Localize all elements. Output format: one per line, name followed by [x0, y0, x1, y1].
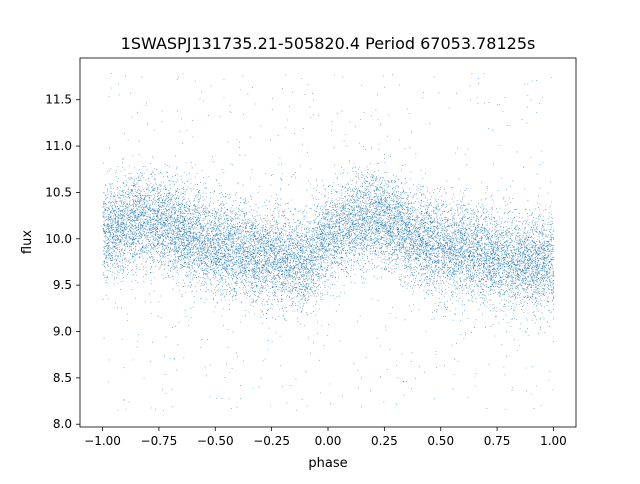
x-tick-label: 0.75	[484, 434, 511, 448]
chart-title: 1SWASPJ131735.21-505820.4 Period 67053.7…	[121, 34, 536, 53]
y-tick-label: 8.0	[53, 417, 72, 431]
x-tick-label: 1.00	[540, 434, 567, 448]
x-tick-label: −1.00	[84, 434, 121, 448]
x-tick-label: 0.25	[371, 434, 398, 448]
y-axis-ticks: 8.0 8.5 9.0 9.5 10.0 10.5 11.0 11.5	[45, 93, 80, 431]
x-tick-label: 0.00	[315, 434, 342, 448]
y-tick-label: 11.0	[45, 139, 72, 153]
y-tick-label: 9.0	[53, 325, 72, 339]
x-axis-ticks: −1.00 −0.75 −0.50 −0.25 0.00 0.25 0.50 0.75 1.00	[84, 427, 567, 448]
x-axis-label: phase	[308, 456, 347, 471]
y-tick-label: 10.0	[45, 232, 72, 246]
y-axis-label: flux	[20, 230, 35, 254]
x-tick-label: −0.25	[253, 434, 290, 448]
y-tick-label: 8.5	[53, 371, 72, 385]
y-tick-label: 11.5	[45, 93, 72, 107]
y-tick-label: 9.5	[53, 278, 72, 292]
x-tick-label: −0.75	[141, 434, 178, 448]
x-tick-label: 0.50	[427, 434, 454, 448]
y-tick-label: 10.5	[45, 185, 72, 199]
x-tick-label: −0.50	[197, 434, 234, 448]
